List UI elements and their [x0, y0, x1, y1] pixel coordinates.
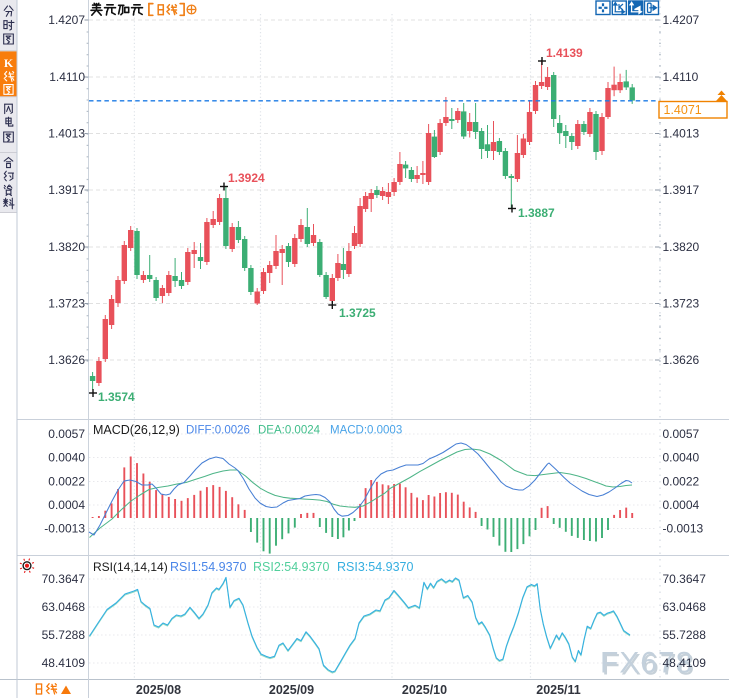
svg-text:1.4071: 1.4071 [664, 103, 702, 117]
svg-text:2025/09: 2025/09 [269, 683, 314, 697]
svg-text:1.3574: 1.3574 [98, 390, 135, 404]
svg-text:1.3924: 1.3924 [228, 171, 265, 185]
svg-text:MACD:0.0003: MACD:0.0003 [330, 425, 402, 437]
svg-text:70.3647: 70.3647 [663, 572, 707, 586]
svg-text:1.3723: 1.3723 [663, 297, 700, 311]
svg-text:1.3723: 1.3723 [48, 297, 85, 311]
svg-text:55.7288: 55.7288 [42, 628, 86, 642]
svg-text:0.0040: 0.0040 [663, 451, 700, 465]
svg-text:-0.0013: -0.0013 [663, 522, 704, 536]
svg-text:RSI3:54.9370: RSI3:54.9370 [337, 560, 413, 574]
svg-text:1.3626: 1.3626 [48, 353, 85, 367]
svg-text:1.4110: 1.4110 [49, 70, 85, 84]
svg-text:1.3725: 1.3725 [339, 306, 376, 320]
svg-text:2025/11: 2025/11 [536, 683, 581, 697]
svg-text:55.7288: 55.7288 [663, 628, 707, 642]
svg-text:63.0468: 63.0468 [42, 600, 86, 614]
svg-text:0.0004: 0.0004 [48, 498, 85, 512]
svg-text:MACD(26,12,9): MACD(26,12,9) [93, 423, 180, 437]
svg-text:1.3917: 1.3917 [663, 183, 700, 197]
svg-text:DIFF:0.0026: DIFF:0.0026 [186, 425, 250, 437]
svg-text:0.0022: 0.0022 [663, 475, 700, 489]
svg-text:48.4109: 48.4109 [663, 656, 707, 670]
svg-text:63.0468: 63.0468 [663, 600, 707, 614]
svg-text:-0.0013: -0.0013 [44, 522, 85, 536]
svg-text:0.0040: 0.0040 [48, 451, 85, 465]
svg-text:0.0057: 0.0057 [48, 427, 85, 441]
svg-text:K: K [4, 56, 14, 70]
svg-text:RSI1:54.9370: RSI1:54.9370 [170, 560, 246, 574]
svg-text:1.4013: 1.4013 [48, 127, 85, 141]
svg-text:0.0004: 0.0004 [663, 498, 700, 512]
svg-text:FX678: FX678 [600, 647, 693, 680]
svg-text:0.0022: 0.0022 [48, 475, 85, 489]
svg-text:1.4110: 1.4110 [663, 70, 699, 84]
svg-text:RSI2:54.9370: RSI2:54.9370 [253, 560, 329, 574]
svg-text:48.4109: 48.4109 [42, 656, 86, 670]
svg-text:2025/08: 2025/08 [136, 683, 181, 697]
svg-text:2025/10: 2025/10 [402, 683, 447, 697]
svg-text:RSI(14,14,14): RSI(14,14,14) [93, 560, 168, 574]
svg-text:1.4207: 1.4207 [663, 13, 700, 27]
svg-text:1.3820: 1.3820 [48, 240, 85, 254]
svg-text:0.0057: 0.0057 [663, 427, 700, 441]
svg-text:1.3887: 1.3887 [518, 206, 555, 220]
svg-text:FX678: FX678 [602, 648, 695, 681]
svg-text:1.3820: 1.3820 [663, 240, 700, 254]
svg-text:1.4207: 1.4207 [48, 13, 85, 27]
svg-text:1.4139: 1.4139 [546, 46, 583, 60]
svg-text:DEA:0.0024: DEA:0.0024 [258, 425, 321, 437]
svg-text:1.3626: 1.3626 [663, 353, 700, 367]
svg-text:70.3647: 70.3647 [42, 572, 86, 586]
svg-text:1.4013: 1.4013 [663, 127, 700, 141]
svg-text:1.3917: 1.3917 [48, 183, 85, 197]
